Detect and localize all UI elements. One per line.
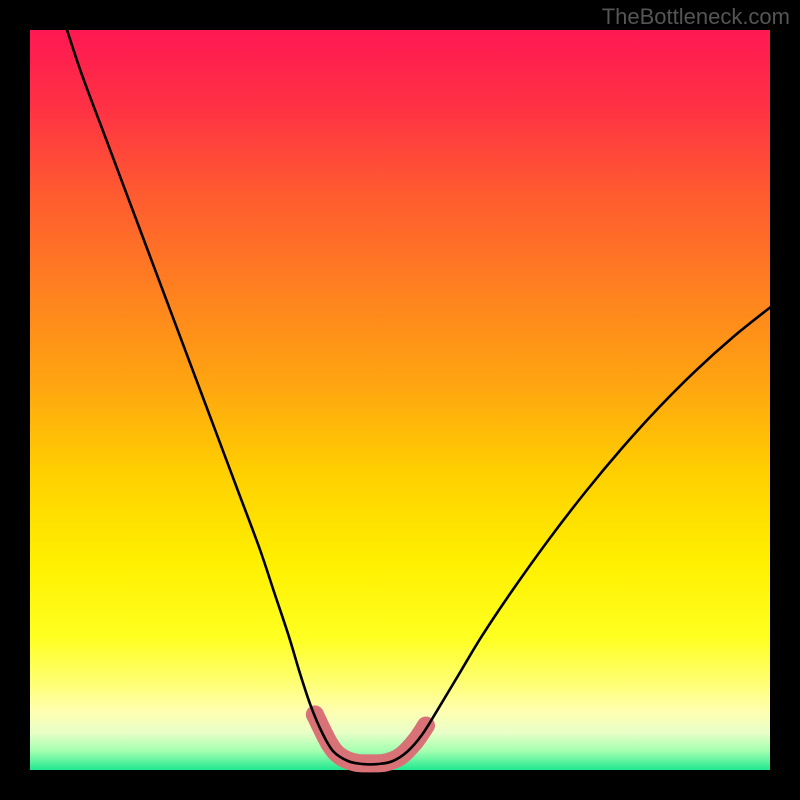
bottleneck-chart (0, 0, 800, 800)
plot-background (30, 30, 770, 770)
watermark-text: TheBottleneck.com (602, 4, 790, 30)
